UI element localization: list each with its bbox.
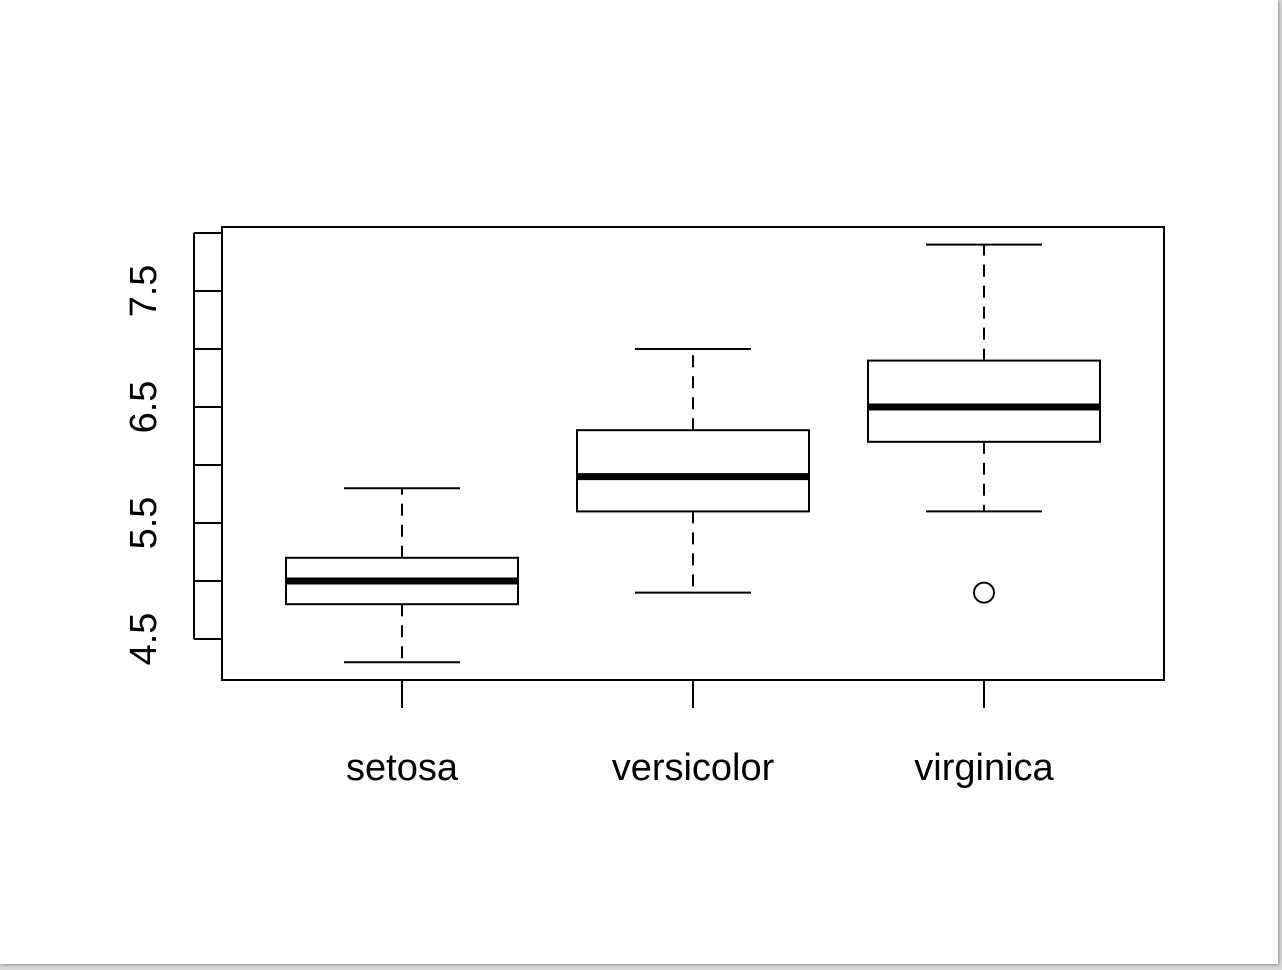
y-tick-label: 7.5	[123, 265, 165, 318]
box-virginica	[867, 243, 1101, 604]
y-tick-label: 4.5	[123, 613, 165, 666]
plot-area	[221, 226, 1165, 681]
x-tick-label-setosa: setosa	[346, 747, 459, 789]
x-tick-label-versicolor: versicolor	[612, 747, 775, 789]
x-axis: setosa versicolor virginica	[346, 680, 1055, 789]
box-setosa	[285, 487, 519, 664]
y-tick-label: 6.5	[123, 381, 165, 434]
iqr-box-virginica	[867, 359, 1101, 443]
y-axis: 4.5 5.5 6.5 7.5	[123, 232, 222, 666]
outlier-point-virginica	[973, 581, 995, 604]
x-tick-label-virginica: virginica	[914, 747, 1054, 789]
y-tick-label: 5.5	[123, 497, 165, 550]
box-versicolor	[576, 348, 810, 594]
iqr-box-versicolor	[576, 429, 810, 513]
